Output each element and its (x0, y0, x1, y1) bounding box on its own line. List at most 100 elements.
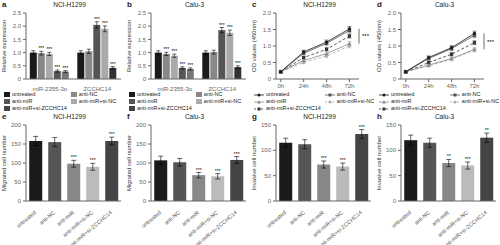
svg-text:***: *** (235, 60, 241, 66)
svg-text:200: 200 (136, 122, 147, 128)
svg-text:0.5: 0.5 (388, 60, 397, 66)
svg-text:0h: 0h (277, 83, 284, 89)
svg-text:Migrated cell number: Migrated cell number (126, 135, 132, 191)
svg-text:***: *** (46, 46, 52, 52)
svg-text:0.5: 0.5 (138, 63, 147, 69)
svg-text:0: 0 (393, 76, 397, 82)
svg-text:1.0: 1.0 (263, 43, 272, 49)
svg-text:***: *** (109, 131, 115, 137)
svg-text:0h: 0h (402, 83, 409, 89)
svg-text:anti-miR+si-ZCCHC14: anti-miR+si-ZCCHC14 (192, 209, 238, 245)
svg-text:150: 150 (261, 122, 272, 128)
svg-text:***: *** (215, 168, 221, 174)
svg-text:***: *** (171, 48, 177, 54)
svg-text:***: *** (62, 65, 68, 71)
svg-text:ZCCHC14: ZCCHC14 (83, 86, 111, 91)
svg-text:2.0: 2.0 (13, 23, 22, 29)
svg-text:0: 0 (268, 76, 272, 82)
svg-text:***: *** (227, 24, 233, 30)
svg-text:***: *** (219, 22, 225, 28)
svg-text:***: *** (54, 64, 60, 70)
svg-text:2.0: 2.0 (388, 10, 397, 16)
svg-text:2.0: 2.0 (263, 10, 272, 16)
svg-text:anti-miR+si-NC: anti-miR+si-NC (61, 209, 95, 238)
svg-text:***: *** (102, 20, 108, 26)
svg-text:untreated: untreated (140, 209, 162, 229)
svg-text:OD values (450nm): OD values (450nm) (376, 20, 382, 72)
svg-text:untreated: untreated (265, 209, 287, 229)
svg-text:OD values (450nm): OD values (450nm) (251, 20, 257, 72)
svg-text:150: 150 (386, 122, 397, 128)
svg-text:50: 50 (14, 179, 21, 185)
svg-text:***: *** (90, 157, 96, 163)
svg-text:2.5: 2.5 (138, 10, 147, 16)
svg-text:1.5: 1.5 (263, 27, 272, 33)
svg-text:0: 0 (268, 198, 272, 204)
svg-text:50: 50 (389, 173, 396, 179)
svg-text:Invasive cell number: Invasive cell number (376, 136, 382, 191)
svg-text:***: *** (71, 154, 77, 160)
svg-text:48h: 48h (322, 83, 332, 89)
svg-text:100: 100 (11, 160, 22, 166)
svg-text:***: *** (187, 62, 193, 68)
svg-text:200: 200 (11, 122, 22, 128)
svg-text:150: 150 (136, 141, 147, 147)
svg-text:1.0: 1.0 (13, 50, 22, 56)
svg-text:0: 0 (18, 76, 22, 82)
svg-text:100: 100 (261, 147, 272, 153)
svg-text:anti-NC: anti-NC (163, 209, 181, 226)
svg-text:**: ** (447, 153, 451, 159)
svg-text:0.5: 0.5 (263, 60, 272, 66)
svg-text:anti-NC: anti-NC (38, 209, 56, 226)
svg-text:anti-NC: anti-NC (413, 209, 431, 226)
svg-text:50: 50 (264, 173, 271, 179)
svg-text:anti-miR+si-ZCCHC14: anti-miR+si-ZCCHC14 (67, 209, 113, 245)
svg-text:24h: 24h (424, 83, 434, 89)
svg-text:1.5: 1.5 (388, 27, 397, 33)
svg-text:anti-NC: anti-NC (288, 209, 306, 226)
svg-text:2.0: 2.0 (138, 23, 147, 29)
svg-text:Relative expression: Relative expression (126, 20, 132, 72)
svg-text:100: 100 (386, 147, 397, 153)
svg-text:ZCCHC14: ZCCHC14 (208, 86, 236, 91)
svg-text:50: 50 (139, 179, 146, 185)
svg-text:0: 0 (143, 76, 147, 82)
svg-text:miR-2355-3p: miR-2355-3p (32, 86, 67, 91)
svg-text:***: *** (234, 151, 240, 157)
svg-text:***: *** (110, 61, 116, 67)
svg-text:100: 100 (136, 160, 147, 166)
svg-text:***: *** (359, 124, 365, 130)
svg-text:anti-miR+si-NC: anti-miR+si-NC (186, 209, 220, 238)
svg-text:***: *** (196, 167, 202, 173)
svg-text:48h: 48h (447, 83, 457, 89)
svg-text:1.5: 1.5 (138, 37, 147, 43)
svg-text:72h: 72h (469, 83, 479, 89)
svg-text:***: *** (321, 155, 327, 161)
svg-text:***: *** (340, 157, 346, 163)
svg-text:***: *** (38, 45, 44, 51)
svg-text:***: *** (465, 156, 471, 162)
svg-text:untreated: untreated (15, 209, 37, 229)
svg-text:1.0: 1.0 (388, 43, 397, 49)
svg-text:1.5: 1.5 (13, 37, 22, 43)
svg-text:**: ** (485, 127, 489, 133)
svg-text:***: *** (362, 33, 370, 39)
svg-text:untreated: untreated (390, 209, 412, 229)
svg-text:***: *** (94, 16, 100, 22)
svg-text:150: 150 (11, 141, 22, 147)
svg-text:***: *** (179, 61, 185, 67)
svg-text:***: *** (163, 46, 169, 52)
svg-text:72h: 72h (344, 83, 354, 89)
svg-text:0: 0 (18, 198, 22, 204)
svg-text:miR-2355-3p: miR-2355-3p (157, 86, 192, 91)
svg-text:24h: 24h (299, 83, 309, 89)
svg-text:anti-miR+si-ZCCHC14: anti-miR+si-ZCCHC14 (442, 209, 488, 245)
svg-text:1.0: 1.0 (138, 50, 147, 56)
svg-text:2.5: 2.5 (13, 10, 22, 16)
svg-text:0: 0 (393, 198, 397, 204)
svg-text:anti-miR+si-ZCCHC14: anti-miR+si-ZCCHC14 (317, 209, 363, 245)
svg-text:0.5: 0.5 (13, 63, 22, 69)
svg-text:0: 0 (143, 198, 147, 204)
svg-text:***: *** (487, 39, 492, 45)
svg-text:Invasive cell number: Invasive cell number (251, 136, 257, 191)
